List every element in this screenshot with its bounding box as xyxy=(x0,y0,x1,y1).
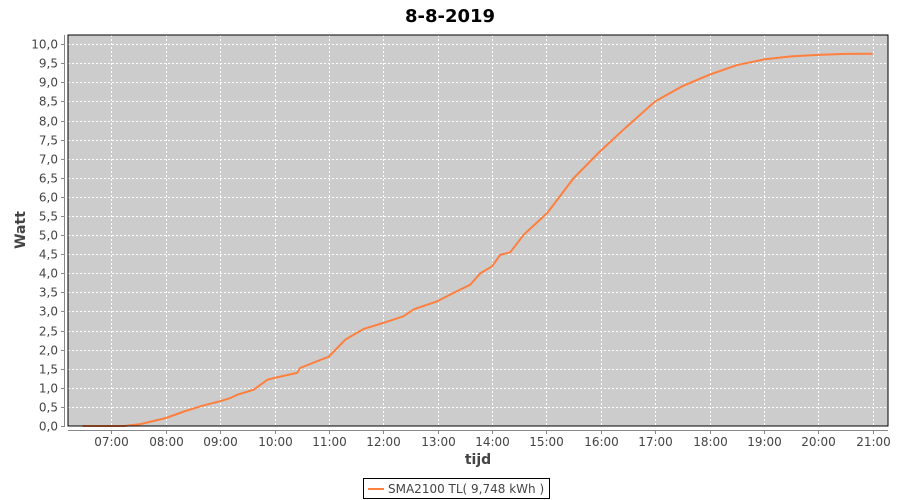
y-tick-label: 5,0 xyxy=(39,229,58,243)
y-axis-label: Watt xyxy=(13,211,29,249)
x-tick-label: 09:00 xyxy=(203,435,238,449)
y-tick-label: 1,0 xyxy=(39,382,58,396)
x-tick-label: 21:00 xyxy=(856,435,891,449)
x-tick-label: 16:00 xyxy=(584,435,619,449)
chart-title: 8-8-2019 xyxy=(405,6,495,27)
x-tick-label: 17:00 xyxy=(638,435,673,449)
y-tick-label: 9,0 xyxy=(39,76,58,90)
y-tick-label: 1,5 xyxy=(39,363,58,377)
y-tick-label: 8,5 xyxy=(39,95,58,109)
x-tick-label: 08:00 xyxy=(149,435,184,449)
plot-border xyxy=(67,34,889,427)
y-tick-label: 7,0 xyxy=(39,153,58,167)
y-tick-label: 0,5 xyxy=(39,401,58,415)
x-tick-label: 11:00 xyxy=(312,435,347,449)
x-tick-label: 10:00 xyxy=(258,435,293,449)
x-tick-label: 12:00 xyxy=(366,435,401,449)
x-tick-label: 18:00 xyxy=(693,435,728,449)
x-tick-label: 14:00 xyxy=(475,435,510,449)
x-tick-label: 13:00 xyxy=(421,435,456,449)
x-tick-label: 07:00 xyxy=(94,435,129,449)
y-tick-label: 4,5 xyxy=(39,248,58,262)
grid-lines xyxy=(68,35,888,427)
y-tick-label: 4,0 xyxy=(39,267,58,281)
y-axis: 0,0 0,5 1,0 1,5 2,0 2,5 3,0 3,5 4,0 4,5 5,0 5,5 6,0 6… xyxy=(31,38,65,434)
y-tick-label: 3,0 xyxy=(39,305,58,319)
y-tick-label: 9,5 xyxy=(39,57,58,71)
y-tick-label: 6,0 xyxy=(39,191,58,205)
x-tick-label: 19:00 xyxy=(747,435,782,449)
y-tick-label: 0,0 xyxy=(39,420,58,434)
x-axis-label: tijd xyxy=(465,452,491,468)
legend-swatch xyxy=(368,487,384,490)
y-tick-label: 2,5 xyxy=(39,325,58,339)
y-tick-label: 6,5 xyxy=(39,172,58,186)
y-tick-label: 8,0 xyxy=(39,115,58,129)
line-chart: 8-8-2019 0,0 0,5 1,0 1,5 2,0 2,5 3,0 3,5 4,0 4,5 5… xyxy=(13,6,891,468)
plot-area xyxy=(68,35,888,426)
legend-label: SMA2100 TL( 9,748 kWh ) xyxy=(388,481,545,496)
x-tick-label: 15:00 xyxy=(529,435,564,449)
x-axis: 07:00 08:00 09:00 10:00 11:00 12:00 13:00 14:00… xyxy=(94,430,891,449)
y-tick-label: 10,0 xyxy=(31,38,58,52)
y-tick-label: 3,5 xyxy=(39,286,58,300)
series-line-sma2100 xyxy=(82,52,873,427)
y-tick-label: 7,5 xyxy=(39,134,58,148)
y-tick-label: 5,5 xyxy=(39,210,58,224)
y-tick-label: 2,0 xyxy=(39,344,58,358)
legend: SMA2100 TL( 9,748 kWh ) xyxy=(363,478,551,499)
x-tick-label: 20:00 xyxy=(801,435,836,449)
